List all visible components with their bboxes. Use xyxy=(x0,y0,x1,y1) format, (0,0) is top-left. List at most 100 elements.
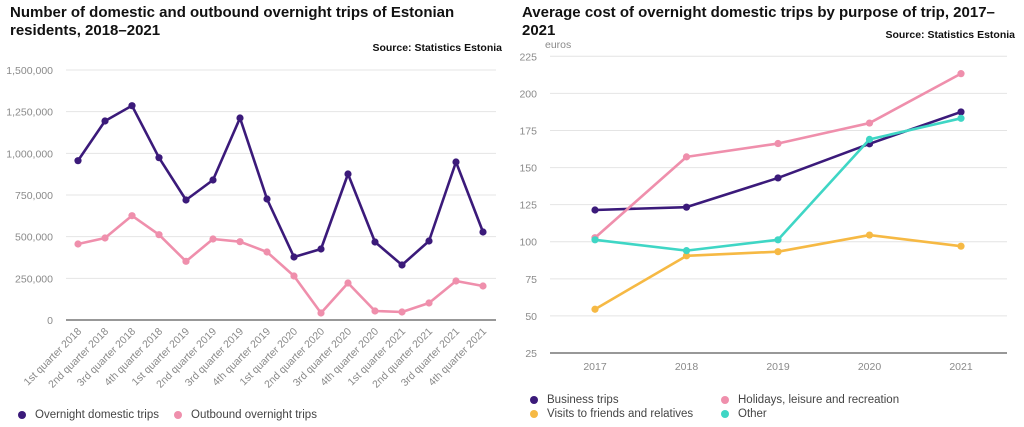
y-tick-label: 200 xyxy=(519,88,537,100)
data-point xyxy=(452,158,460,166)
y-tick-label: 125 xyxy=(519,200,537,212)
legend-marker-icon xyxy=(721,396,729,404)
data-point xyxy=(591,236,599,244)
data-point xyxy=(591,206,599,214)
chart-title: Number of domestic and outbound overnigh… xyxy=(10,4,455,39)
data-point xyxy=(682,252,691,260)
data-point xyxy=(479,228,487,236)
data-point xyxy=(344,279,352,287)
data-point xyxy=(128,212,136,220)
y-tick-label: 75 xyxy=(525,274,537,286)
data-point xyxy=(155,231,163,239)
legend-marker-icon xyxy=(18,411,26,419)
legend-label: Overnight domestic trips xyxy=(35,409,159,421)
right-chart-canvas: 25 50 75 100 125 150 175 200 225 euros 2017 2018 201… xyxy=(519,39,1007,373)
legend-marker-icon xyxy=(174,411,182,419)
legend-item[interactable]: Business trips xyxy=(530,394,619,406)
chart-title: Average cost of overnight domestic trips… xyxy=(522,4,995,39)
data-point xyxy=(865,135,874,143)
data-point xyxy=(317,309,325,317)
data-point xyxy=(398,308,406,316)
series-line xyxy=(594,117,962,252)
data-point xyxy=(155,154,163,162)
y-tick-label: 100 xyxy=(519,237,537,249)
y-tick-label: 250,000 xyxy=(15,273,53,285)
legend-item[interactable]: Other xyxy=(721,408,767,420)
data-point xyxy=(236,114,244,122)
data-point xyxy=(957,242,965,250)
data-point xyxy=(682,247,691,255)
legend-marker-icon xyxy=(530,410,538,418)
y-tick-label: 750,000 xyxy=(15,190,53,202)
x-tick-label: 2020 xyxy=(858,361,882,373)
chart-source: Source: Statistics Estonia xyxy=(372,42,502,54)
series-line xyxy=(594,72,962,239)
left-chart-canvas: 0 250,000 500,000 750,000 1,000,000 1,250,000… xyxy=(6,65,496,391)
data-point xyxy=(74,157,82,165)
data-point xyxy=(182,257,190,265)
data-point xyxy=(101,117,109,125)
y-tick-label: 0 xyxy=(47,315,53,327)
average-cost-chart: 25 50 75 100 125 150 175 200 225 euros 2017 2018 201… xyxy=(512,0,1024,427)
data-point xyxy=(101,234,109,242)
data-point xyxy=(865,231,874,239)
y-tick-label: 500,000 xyxy=(15,232,53,244)
y-tick-label: 225 xyxy=(519,51,537,63)
domestic-outbound-trips-chart: 0 250,000 500,000 750,000 1,000,000 1,250,000… xyxy=(6,4,502,421)
data-point xyxy=(128,102,136,110)
data-point xyxy=(774,248,782,256)
data-point xyxy=(479,282,487,290)
data-point xyxy=(209,235,217,243)
y-tick-label: 1,000,000 xyxy=(6,148,53,160)
y-tick-label: 50 xyxy=(525,311,537,323)
data-point xyxy=(344,170,352,178)
data-point xyxy=(263,248,271,256)
data-point xyxy=(957,108,965,116)
data-point xyxy=(774,236,782,244)
data-point xyxy=(452,277,460,285)
series-line xyxy=(594,110,962,212)
legend-marker-icon xyxy=(721,410,729,418)
data-point xyxy=(371,307,379,315)
data-point xyxy=(290,272,298,280)
data-point xyxy=(263,195,271,203)
data-point xyxy=(682,153,691,161)
series-line xyxy=(77,214,484,315)
data-point xyxy=(317,245,325,253)
data-point xyxy=(182,196,190,204)
y-tick-label: 25 xyxy=(525,348,537,360)
x-tick-label: 2021 xyxy=(949,361,973,373)
data-point xyxy=(957,114,965,122)
legend-item[interactable]: Outbound overnight trips xyxy=(174,409,317,421)
data-point xyxy=(425,237,433,245)
legend-item[interactable]: Visits to friends and relatives xyxy=(530,408,693,420)
x-tick-label: 2019 xyxy=(766,361,790,373)
x-tick-label: 2017 xyxy=(583,361,607,373)
y-tick-label: 1,500,000 xyxy=(6,65,53,77)
y-tick-label: 1,250,000 xyxy=(6,107,53,119)
y-axis-label: euros xyxy=(545,39,571,51)
data-point xyxy=(398,261,406,269)
y-tick-label: 175 xyxy=(519,125,537,137)
data-point xyxy=(774,174,782,182)
data-point xyxy=(774,139,782,148)
x-tick-label: 2018 xyxy=(675,361,699,373)
legend-label: Outbound overnight trips xyxy=(191,409,317,421)
y-tick-label: 150 xyxy=(519,163,537,175)
data-point xyxy=(290,253,298,261)
legend-item[interactable]: Overnight domestic trips xyxy=(18,409,159,421)
series-line xyxy=(76,104,485,267)
data-point xyxy=(682,203,691,211)
legend-item[interactable]: Holidays, leisure and recreation xyxy=(721,394,899,406)
data-point xyxy=(591,305,599,313)
legend-label: Other xyxy=(738,408,767,420)
data-point xyxy=(236,238,244,246)
data-point xyxy=(209,176,217,184)
data-point xyxy=(371,238,379,246)
chart-source: Source: Statistics Estonia xyxy=(885,29,1015,41)
legend-label: Holidays, leisure and recreation xyxy=(738,394,900,406)
legend-label: Visits to friends and relatives xyxy=(547,408,694,420)
legend-marker-icon xyxy=(530,396,538,404)
data-point xyxy=(865,119,874,127)
legend-label: Business trips xyxy=(547,394,619,406)
